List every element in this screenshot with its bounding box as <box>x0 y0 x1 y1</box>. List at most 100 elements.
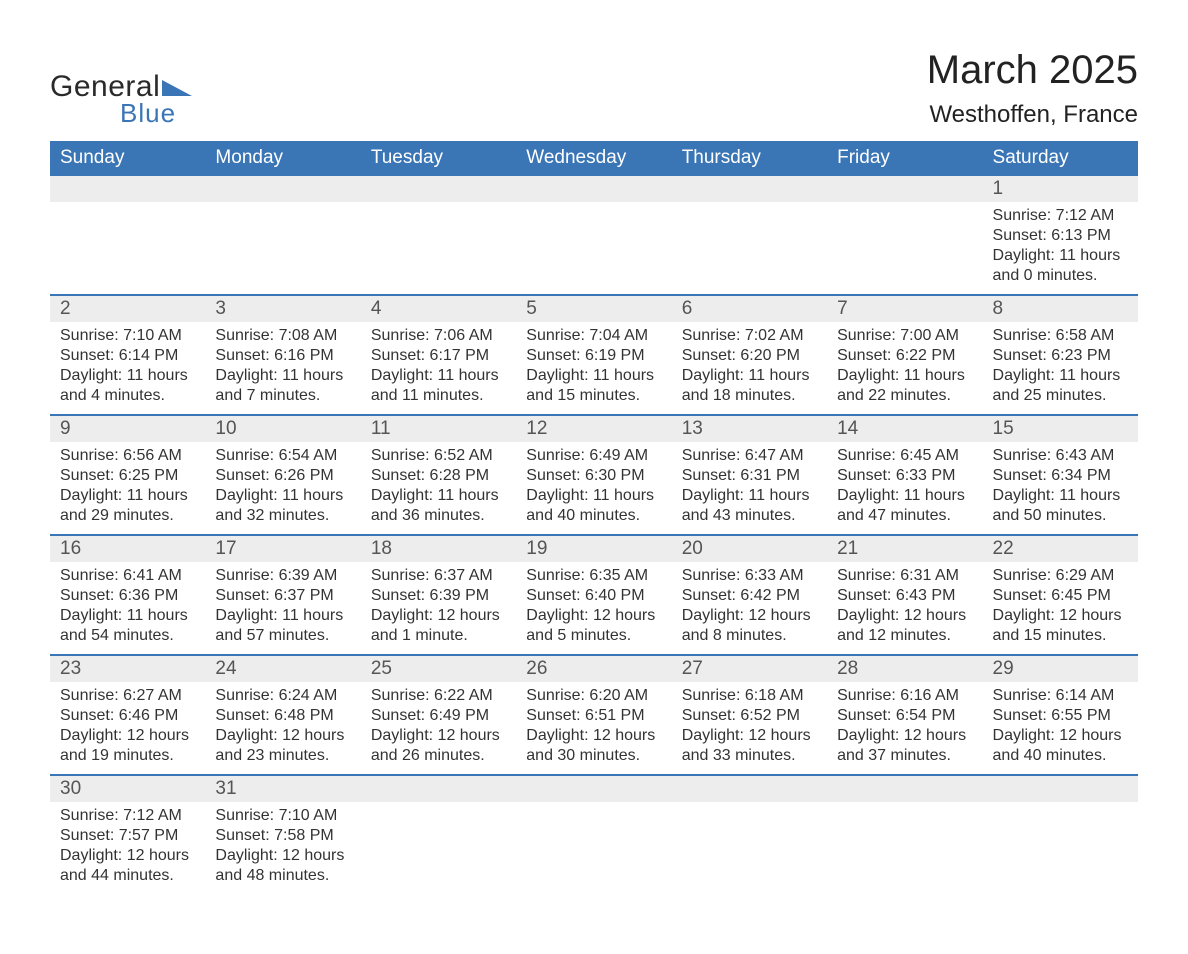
sunset-line: Sunset: 6:51 PM <box>526 706 661 726</box>
day-details: Sunrise: 6:24 AMSunset: 6:48 PMDaylight:… <box>205 682 360 774</box>
day-number-cell <box>672 176 827 203</box>
day-number-cell <box>672 775 827 802</box>
daynum-row: 1 <box>50 176 1138 203</box>
day-number: 16 <box>50 536 205 562</box>
day-details-cell: Sunrise: 6:20 AMSunset: 6:51 PMDaylight:… <box>516 682 671 775</box>
day-details-cell: Sunrise: 6:29 AMSunset: 6:45 PMDaylight:… <box>983 562 1138 655</box>
day-number-cell: 3 <box>205 295 360 322</box>
day-number: 7 <box>827 296 982 322</box>
daylight2-line: and 22 minutes. <box>837 386 972 406</box>
daynum-row: 2345678 <box>50 295 1138 322</box>
sunset-line: Sunset: 6:45 PM <box>993 586 1128 606</box>
day-details-cell <box>672 802 827 894</box>
daylight1-line: Daylight: 12 hours <box>371 606 506 626</box>
day-number: 25 <box>361 656 516 682</box>
sunset-line: Sunset: 6:25 PM <box>60 466 195 486</box>
daynum-row: 16171819202122 <box>50 535 1138 562</box>
daylight2-line: and 47 minutes. <box>837 506 972 526</box>
sunrise-line: Sunrise: 6:45 AM <box>837 446 972 466</box>
sunset-line: Sunset: 6:40 PM <box>526 586 661 606</box>
location-title: Westhoffen, France <box>927 101 1138 129</box>
day-details: Sunrise: 7:10 AMSunset: 7:58 PMDaylight:… <box>205 802 360 894</box>
sunrise-line: Sunrise: 6:41 AM <box>60 566 195 586</box>
sunset-line: Sunset: 6:26 PM <box>215 466 350 486</box>
details-row: Sunrise: 7:12 AMSunset: 6:13 PMDaylight:… <box>50 202 1138 295</box>
day-number-cell: 14 <box>827 415 982 442</box>
day-details: Sunrise: 6:41 AMSunset: 6:36 PMDaylight:… <box>50 562 205 654</box>
day-details-cell: Sunrise: 7:02 AMSunset: 6:20 PMDaylight:… <box>672 322 827 415</box>
day-details-cell <box>516 202 671 295</box>
logo-text-blue: Blue <box>120 98 176 129</box>
day-number-cell: 23 <box>50 655 205 682</box>
daynum-row: 23242526272829 <box>50 655 1138 682</box>
day-number-cell <box>827 176 982 203</box>
details-row: Sunrise: 6:27 AMSunset: 6:46 PMDaylight:… <box>50 682 1138 775</box>
day-number: 18 <box>361 536 516 562</box>
day-number: 20 <box>672 536 827 562</box>
sunrise-line: Sunrise: 7:00 AM <box>837 326 972 346</box>
daylight2-line: and 11 minutes. <box>371 386 506 406</box>
day-number: 30 <box>50 776 205 802</box>
sunrise-line: Sunrise: 7:08 AM <box>215 326 350 346</box>
sunrise-line: Sunrise: 7:12 AM <box>60 806 195 826</box>
sunset-line: Sunset: 6:49 PM <box>371 706 506 726</box>
daylight2-line: and 33 minutes. <box>682 746 817 766</box>
day-number: 8 <box>983 296 1138 322</box>
sunset-line: Sunset: 6:36 PM <box>60 586 195 606</box>
details-row: Sunrise: 6:56 AMSunset: 6:25 PMDaylight:… <box>50 442 1138 535</box>
day-number <box>361 176 516 202</box>
sunset-line: Sunset: 6:39 PM <box>371 586 506 606</box>
day-number-cell: 21 <box>827 535 982 562</box>
sunrise-line: Sunrise: 7:10 AM <box>215 806 350 826</box>
day-details: Sunrise: 6:54 AMSunset: 6:26 PMDaylight:… <box>205 442 360 534</box>
day-details-cell: Sunrise: 6:52 AMSunset: 6:28 PMDaylight:… <box>361 442 516 535</box>
day-details: Sunrise: 6:14 AMSunset: 6:55 PMDaylight:… <box>983 682 1138 774</box>
day-details-cell <box>205 202 360 295</box>
day-number <box>50 176 205 202</box>
day-details-cell: Sunrise: 6:45 AMSunset: 6:33 PMDaylight:… <box>827 442 982 535</box>
day-number <box>205 176 360 202</box>
daylight2-line: and 7 minutes. <box>215 386 350 406</box>
sunrise-line: Sunrise: 7:02 AM <box>682 326 817 346</box>
sunset-line: Sunset: 6:14 PM <box>60 346 195 366</box>
daynum-row: 9101112131415 <box>50 415 1138 442</box>
daylight2-line: and 26 minutes. <box>371 746 506 766</box>
day-details: Sunrise: 6:47 AMSunset: 6:31 PMDaylight:… <box>672 442 827 534</box>
daylight2-line: and 36 minutes. <box>371 506 506 526</box>
daylight2-line: and 43 minutes. <box>682 506 817 526</box>
day-details-cell: Sunrise: 6:22 AMSunset: 6:49 PMDaylight:… <box>361 682 516 775</box>
daylight1-line: Daylight: 11 hours <box>993 366 1128 386</box>
day-number-cell: 18 <box>361 535 516 562</box>
day-number <box>516 776 671 802</box>
sunset-line: Sunset: 6:19 PM <box>526 346 661 366</box>
title-block: March 2025 Westhoffen, France <box>927 48 1138 129</box>
day-number <box>672 776 827 802</box>
day-details-cell: Sunrise: 7:12 AMSunset: 6:13 PMDaylight:… <box>983 202 1138 295</box>
day-details-cell <box>516 802 671 894</box>
details-row: Sunrise: 7:10 AMSunset: 6:14 PMDaylight:… <box>50 322 1138 415</box>
day-details <box>827 202 982 286</box>
day-number: 29 <box>983 656 1138 682</box>
day-details: Sunrise: 6:27 AMSunset: 6:46 PMDaylight:… <box>50 682 205 774</box>
weekday-header: Thursday <box>672 141 827 176</box>
sunset-line: Sunset: 6:16 PM <box>215 346 350 366</box>
daylight2-line: and 15 minutes. <box>526 386 661 406</box>
day-number: 14 <box>827 416 982 442</box>
daylight1-line: Daylight: 11 hours <box>837 366 972 386</box>
day-number-cell: 19 <box>516 535 671 562</box>
daylight1-line: Daylight: 12 hours <box>371 726 506 746</box>
daylight2-line: and 48 minutes. <box>215 866 350 886</box>
daylight2-line: and 15 minutes. <box>993 626 1128 646</box>
daylight1-line: Daylight: 11 hours <box>371 366 506 386</box>
day-details-cell: Sunrise: 6:24 AMSunset: 6:48 PMDaylight:… <box>205 682 360 775</box>
sunset-line: Sunset: 7:58 PM <box>215 826 350 846</box>
sunset-line: Sunset: 6:46 PM <box>60 706 195 726</box>
daylight2-line: and 37 minutes. <box>837 746 972 766</box>
day-details: Sunrise: 6:45 AMSunset: 6:33 PMDaylight:… <box>827 442 982 534</box>
daylight1-line: Daylight: 11 hours <box>371 486 506 506</box>
daylight1-line: Daylight: 11 hours <box>60 606 195 626</box>
day-details-cell <box>827 802 982 894</box>
daylight2-line: and 30 minutes. <box>526 746 661 766</box>
day-details-cell <box>50 202 205 295</box>
daylight2-line: and 19 minutes. <box>60 746 195 766</box>
